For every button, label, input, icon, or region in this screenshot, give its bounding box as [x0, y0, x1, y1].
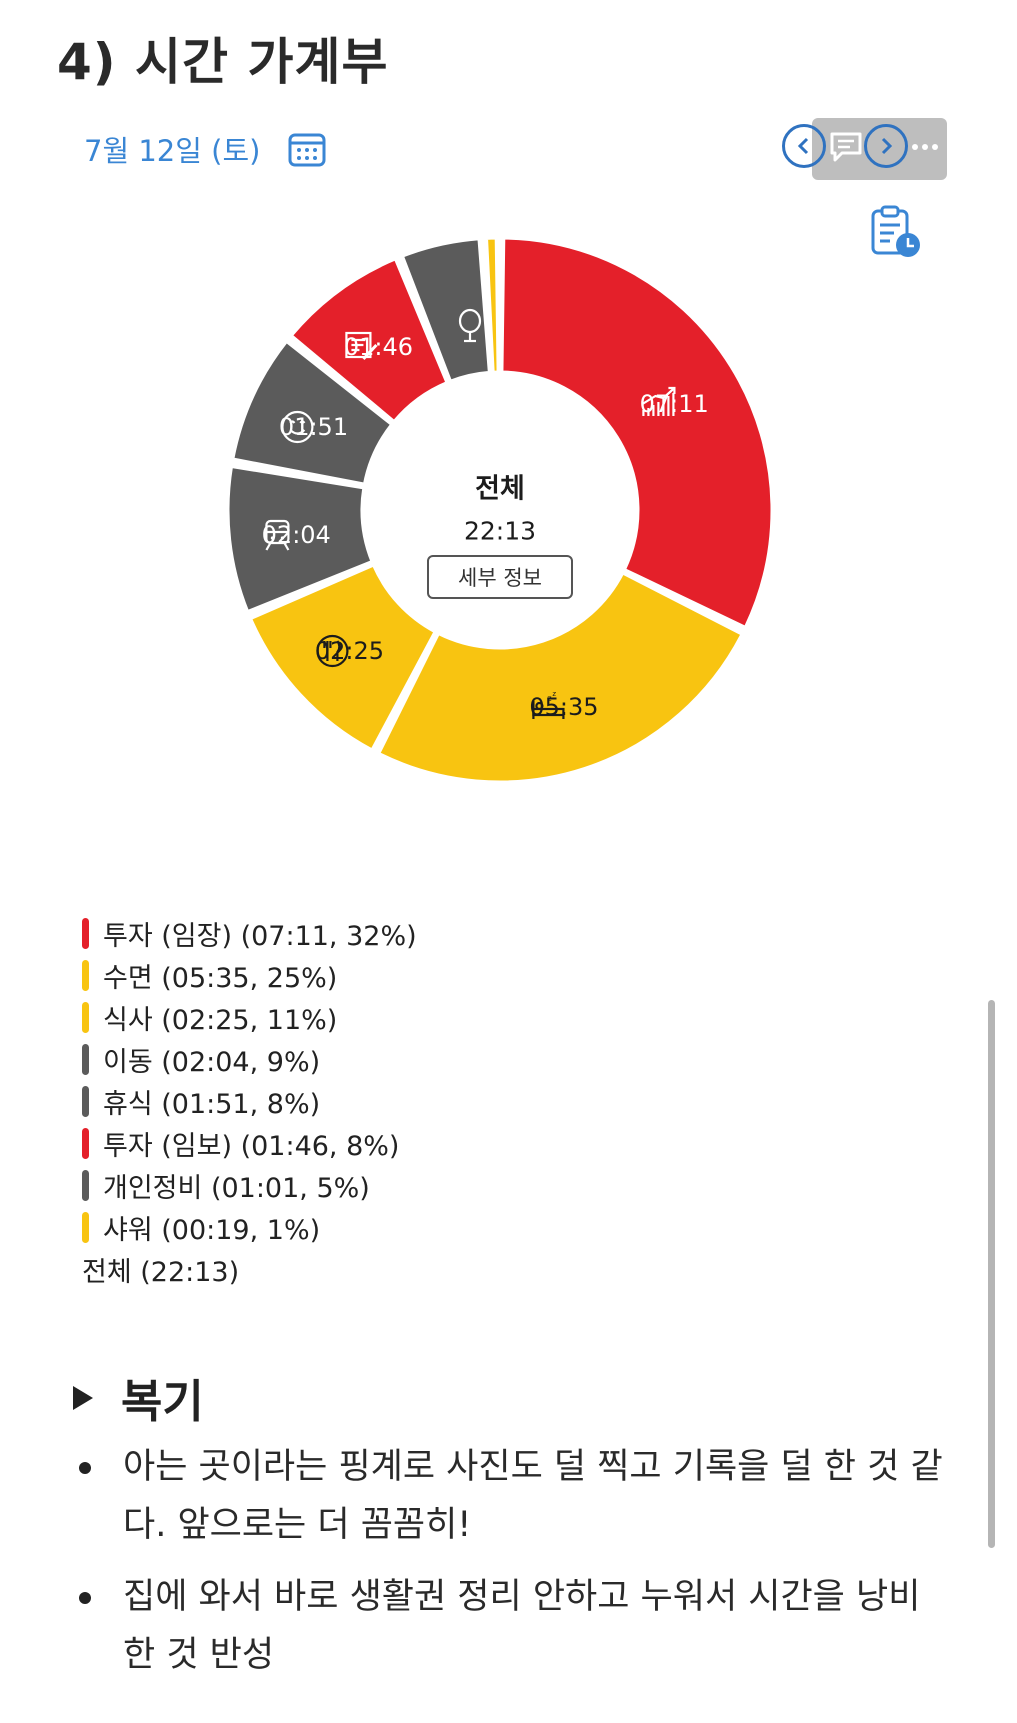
review-bullets: 아는 곳이라는 핑계로 사진도 덜 찍고 기록을 덜 한 것 같다. 앞으로는 …: [75, 1438, 945, 1698]
slice-label: 02:04: [261, 517, 331, 551]
slice-label: 07:11: [640, 386, 709, 418]
legend-item: 투자 (임보) (01:46, 8%): [82, 1122, 417, 1164]
donut-slice[interactable]: [249, 563, 437, 752]
svg-text:z: z: [547, 694, 551, 703]
clipboard-clock-icon[interactable]: [870, 205, 922, 259]
review-bullet-text: 집에 와서 바로 생활권 정리 안하고 누워서 시간을 낭비한 것 반성: [123, 1577, 921, 1675]
review-title: 복기: [121, 1375, 204, 1428]
legend-item: 휴식 (01:51, 8%): [82, 1080, 417, 1122]
toggle-triangle-icon[interactable]: [73, 1385, 93, 1410]
legend-swatch: [82, 959, 89, 991]
slice-time-label: 01:51: [278, 412, 349, 441]
scrollbar[interactable]: [988, 1000, 995, 1548]
svg-text:z: z: [552, 690, 556, 698]
next-day-button[interactable]: [864, 124, 908, 168]
slice-label: 01:51: [278, 409, 349, 443]
previous-day-button[interactable]: [782, 124, 826, 168]
legend-item: 투자 (임장) (07:11, 32%): [82, 912, 417, 954]
legend-text: 투자 (임보) (01:46, 8%): [103, 1130, 400, 1162]
date-row: 7월 12일 (토): [84, 124, 326, 174]
donut-slice[interactable]: [500, 236, 774, 629]
chart-center-label: 전체: [475, 473, 525, 505]
legend-swatch: [82, 1043, 89, 1075]
donut-slice[interactable]: [485, 236, 500, 374]
slice-label: 01:46: [344, 329, 413, 361]
legend-item: 식사 (02:25, 11%): [82, 996, 417, 1038]
donut-slice[interactable]: [231, 339, 394, 486]
legend-text: 투자 (임장) (07:11, 32%): [103, 920, 417, 952]
legend-swatch: [82, 1169, 89, 1201]
legend-text: 이동 (02:04, 9%): [103, 1046, 321, 1078]
legend-swatch: [82, 1127, 89, 1159]
legend-swatch: [82, 1001, 89, 1033]
legend-item: 수면 (05:35, 25%): [82, 954, 417, 996]
donut-slice[interactable]: [400, 237, 491, 383]
page-title: 4) 시간 가계부: [57, 33, 389, 91]
bullet-dot-icon: [79, 1462, 91, 1474]
legend-total: 전체 (22:13): [82, 1256, 240, 1288]
donut-chart-svg: [226, 236, 774, 784]
donut-slice[interactable]: [289, 257, 449, 423]
slice-label: z z 05:35: [529, 689, 598, 721]
legend-item: 이동 (02:04, 9%): [82, 1038, 417, 1080]
more-options-icon[interactable]: [910, 132, 940, 162]
review-bullet-text: 아는 곳이라는 핑계로 사진도 덜 찍고 기록을 덜 한 것 같다. 앞으로는 …: [123, 1447, 943, 1545]
date-label[interactable]: 7월 12일 (토): [84, 134, 261, 168]
legend-text: 샤워 (00:19, 1%): [103, 1214, 321, 1246]
chart-center-value: 22:13: [463, 516, 537, 546]
legend-text: 수면 (05:35, 25%): [103, 962, 338, 994]
time-donut-chart: 07:11 z z 05:35 02:25 02:04 01:51 01:46 전체 22:1…: [190, 200, 810, 820]
legend-item: 샤워 (00:19, 1%): [82, 1206, 417, 1248]
legend-text: 개인정비 (01:01, 5%): [103, 1172, 370, 1204]
review-bullet: 집에 와서 바로 생활권 정리 안하고 누워서 시간을 낭비한 것 반성: [75, 1568, 945, 1684]
legend: 투자 (임장) (07:11, 32%) 수면 (05:35, 25%) 식사 (0…: [82, 912, 417, 1290]
donut-slice[interactable]: [377, 571, 744, 784]
legend-text: 휴식 (01:51, 8%): [103, 1088, 321, 1120]
legend-text: 식사 (02:25, 11%): [103, 1004, 338, 1036]
bullet-dot-icon: [79, 1592, 91, 1604]
legend-item: 개인정비 (01:01, 5%): [82, 1164, 417, 1206]
slice-label: 02:25: [314, 633, 384, 668]
slice-time-label: 02:25: [314, 637, 384, 666]
chevron-left-icon: [797, 137, 809, 155]
review-heading: 복기: [73, 1365, 204, 1430]
slice-time-label: 02:04: [261, 520, 331, 549]
donut-slice[interactable]: [226, 465, 374, 614]
legend-swatch: [82, 917, 89, 949]
comment-icon[interactable]: [828, 130, 864, 164]
legend-swatch: [82, 1085, 89, 1117]
date-navigation: [782, 118, 952, 180]
legend-swatch: [82, 1211, 89, 1243]
review-bullet: 아는 곳이라는 핑계로 사진도 덜 찍고 기록을 덜 한 것 같다. 앞으로는 …: [75, 1438, 945, 1554]
detail-info-button[interactable]: 세부 정보: [427, 555, 573, 599]
calendar-icon[interactable]: [288, 130, 326, 168]
chevron-right-icon: [881, 137, 893, 155]
